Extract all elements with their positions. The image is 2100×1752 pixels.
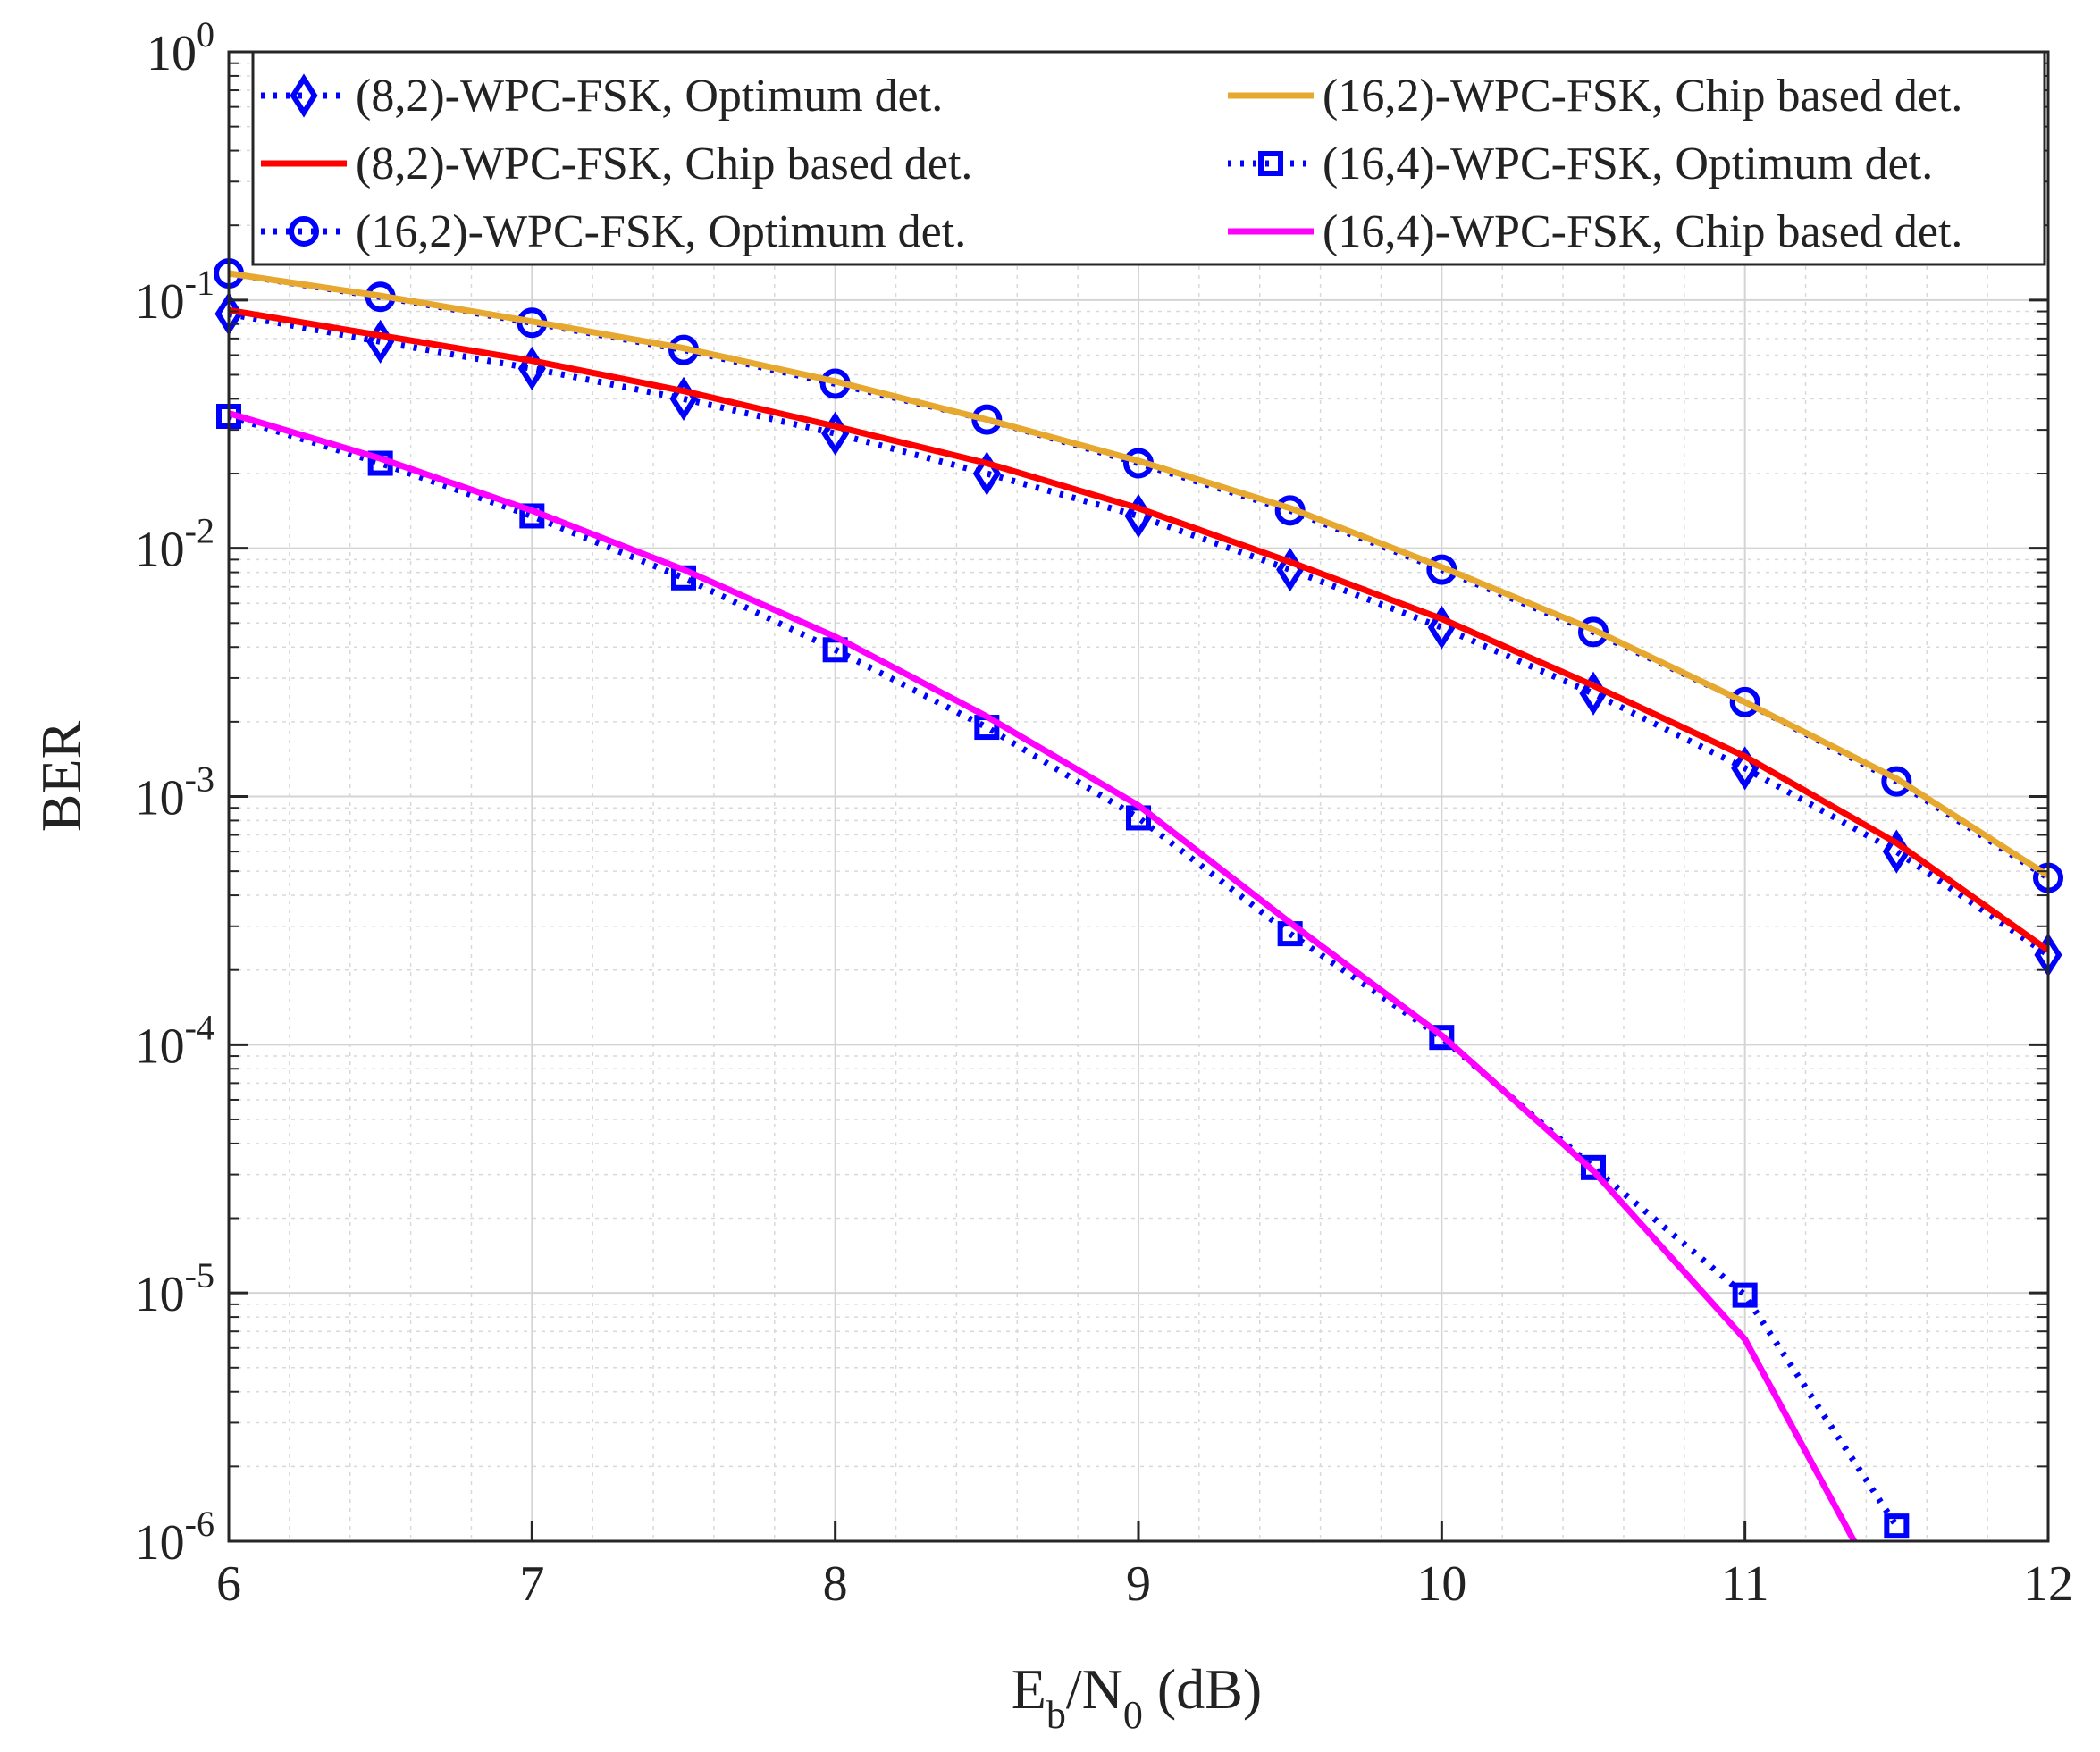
legend: (8,2)-WPC-FSK, Optimum det. (8,2)-WPC-FSK… — [251, 50, 2046, 266]
legend-label: (16,4)-WPC-FSK, Chip based det. — [1323, 206, 1962, 257]
y-tick-label: 10-5 — [135, 1255, 214, 1322]
legend-item: (8,2)-WPC-FSK, Optimum det. — [261, 71, 943, 122]
legend-label: (8,2)-WPC-FSK, Optimum det. — [356, 71, 943, 122]
x-tick-label: 9 — [1126, 1556, 1151, 1612]
legend-marker — [289, 216, 319, 247]
x-tick-label: 12 — [2023, 1556, 2073, 1612]
legend-label: (16,2)-WPC-FSK, Chip based det. — [1323, 71, 1962, 122]
legend-item: (16,2)-WPC-FSK, Optimum det. — [261, 206, 966, 257]
series-line — [228, 270, 2050, 879]
x-tick-label: 11 — [1721, 1556, 1769, 1612]
series-8-2-wpc-fsk-chip-based-det — [228, 306, 2051, 953]
legend-item: (8,2)-WPC-FSK, Chip based det. — [261, 138, 972, 189]
y-tick-label: 100 — [147, 14, 214, 81]
legend-label: (16,2)-WPC-FSK, Optimum det. — [356, 206, 966, 257]
data-point — [1884, 1513, 1910, 1539]
x-tick-label: 7 — [519, 1556, 544, 1612]
data-point — [1732, 1282, 1758, 1308]
y-axis-title: BER — [29, 720, 93, 832]
x-tick-label: 6 — [216, 1556, 241, 1612]
x-axis-title: Eb/N0 (dB) — [1012, 1657, 1262, 1737]
legend-box — [251, 50, 2046, 266]
series-16-2-wpc-fsk-chip-based-det — [228, 270, 2050, 879]
data-point — [1578, 616, 1609, 648]
legend-marker — [1258, 151, 1283, 176]
x-tick-labels: 6 7 8 9 10 11 12 — [216, 1556, 2073, 1612]
data-point — [1881, 766, 1912, 797]
series-line — [228, 310, 2050, 958]
y-tick-label: 10-4 — [135, 1007, 214, 1074]
legend-item: (16,4)-WPC-FSK, Chip based det. — [1228, 206, 1962, 257]
y-tick-label: 10-1 — [135, 263, 214, 330]
series-16-4-wpc-fsk-chip-based-det — [227, 410, 1857, 1543]
legend-item: (16,4)-WPC-FSK, Optimum det. — [1228, 138, 1933, 189]
series-line — [228, 306, 2051, 953]
legend-label: (8,2)-WPC-FSK, Chip based det. — [356, 138, 972, 189]
legend-marker — [290, 73, 318, 118]
y-tick-label: 10-6 — [135, 1504, 214, 1571]
y-tick-label: 10-2 — [135, 511, 214, 578]
legend-item: (16,2)-WPC-FSK, Chip based det. — [1228, 71, 1962, 122]
y-tick-label: 10-3 — [135, 759, 214, 826]
data-point — [1429, 1025, 1455, 1051]
data-point — [1729, 686, 1760, 717]
x-tick-label: 10 — [1416, 1556, 1466, 1612]
y-tick-labels: 100 10-1 10-2 10-3 10-4 10-5 10-6 — [135, 14, 214, 1571]
x-tick-label: 8 — [823, 1556, 848, 1612]
data-point — [1581, 1154, 1606, 1180]
legend-label: (16,4)-WPC-FSK, Optimum det. — [1323, 138, 1933, 189]
series-line — [227, 410, 1857, 1543]
series-16-4-wpc-fsk-optimum-det — [216, 404, 1910, 1539]
